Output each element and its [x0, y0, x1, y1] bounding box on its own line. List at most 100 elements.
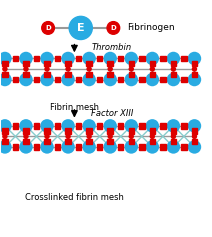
Bar: [97, 77, 102, 82]
Circle shape: [192, 66, 197, 72]
Circle shape: [188, 73, 201, 86]
Bar: [128, 128, 134, 134]
Circle shape: [103, 52, 117, 65]
Text: D: D: [45, 25, 51, 31]
Circle shape: [0, 140, 12, 154]
Circle shape: [167, 52, 180, 65]
Bar: [2, 72, 8, 77]
Circle shape: [128, 66, 134, 72]
Bar: [2, 61, 8, 67]
Bar: [118, 77, 123, 82]
Bar: [139, 144, 145, 150]
Circle shape: [146, 140, 159, 154]
Bar: [160, 123, 166, 129]
Bar: [23, 128, 29, 134]
Bar: [44, 72, 50, 77]
Bar: [192, 128, 197, 134]
Circle shape: [2, 66, 8, 72]
Circle shape: [128, 134, 134, 139]
Circle shape: [86, 66, 92, 72]
Bar: [181, 77, 187, 82]
Circle shape: [19, 140, 33, 154]
Circle shape: [146, 119, 159, 133]
Bar: [44, 128, 50, 134]
Circle shape: [61, 140, 75, 154]
Bar: [86, 128, 92, 134]
Circle shape: [69, 16, 92, 40]
Circle shape: [65, 134, 71, 139]
Bar: [55, 56, 60, 61]
Circle shape: [146, 73, 159, 86]
Bar: [55, 123, 60, 129]
Bar: [107, 61, 113, 67]
Circle shape: [124, 73, 138, 86]
Bar: [150, 139, 155, 144]
Bar: [139, 123, 145, 129]
Circle shape: [188, 119, 201, 133]
Text: Crosslinked fibrin mesh: Crosslinked fibrin mesh: [25, 193, 124, 202]
Bar: [192, 139, 197, 144]
Bar: [13, 56, 18, 61]
Circle shape: [44, 66, 50, 72]
Circle shape: [103, 119, 117, 133]
Bar: [139, 77, 145, 82]
Circle shape: [61, 52, 75, 65]
Circle shape: [107, 66, 113, 72]
Circle shape: [0, 119, 12, 133]
Bar: [107, 128, 113, 134]
Bar: [128, 139, 134, 144]
Circle shape: [167, 119, 180, 133]
Circle shape: [107, 134, 113, 139]
Bar: [13, 77, 18, 82]
Circle shape: [19, 73, 33, 86]
Circle shape: [107, 22, 120, 34]
Bar: [192, 61, 197, 67]
Bar: [76, 123, 81, 129]
Bar: [160, 144, 166, 150]
Bar: [55, 144, 60, 150]
Bar: [13, 123, 18, 129]
Bar: [128, 61, 134, 67]
Circle shape: [124, 119, 138, 133]
Circle shape: [167, 73, 180, 86]
Bar: [118, 123, 123, 129]
Bar: [86, 139, 92, 144]
Circle shape: [150, 66, 155, 72]
Circle shape: [103, 73, 117, 86]
Bar: [55, 77, 60, 82]
Bar: [181, 144, 187, 150]
Bar: [181, 123, 187, 129]
Text: Fibrinogen: Fibrinogen: [127, 23, 175, 32]
Circle shape: [19, 52, 33, 65]
Text: Thrombin: Thrombin: [91, 43, 131, 52]
Bar: [34, 56, 39, 61]
Bar: [34, 123, 39, 129]
Bar: [76, 56, 81, 61]
Text: Fibrin mesh: Fibrin mesh: [50, 103, 99, 112]
Circle shape: [124, 52, 138, 65]
Bar: [160, 56, 166, 61]
Bar: [139, 56, 145, 61]
Bar: [181, 56, 187, 61]
Circle shape: [82, 140, 96, 154]
Bar: [118, 56, 123, 61]
Circle shape: [150, 134, 155, 139]
Bar: [150, 128, 155, 134]
Circle shape: [86, 134, 92, 139]
Circle shape: [82, 73, 96, 86]
Bar: [23, 61, 29, 67]
Bar: [76, 144, 81, 150]
Circle shape: [192, 134, 197, 139]
Bar: [65, 139, 71, 144]
Bar: [171, 61, 176, 67]
Circle shape: [40, 119, 54, 133]
Circle shape: [42, 22, 54, 34]
Text: Factor XIII: Factor XIII: [91, 109, 134, 118]
Circle shape: [124, 140, 138, 154]
Bar: [2, 128, 8, 134]
Bar: [2, 139, 8, 144]
Circle shape: [61, 119, 75, 133]
Circle shape: [40, 140, 54, 154]
Bar: [97, 144, 102, 150]
Circle shape: [171, 134, 176, 139]
